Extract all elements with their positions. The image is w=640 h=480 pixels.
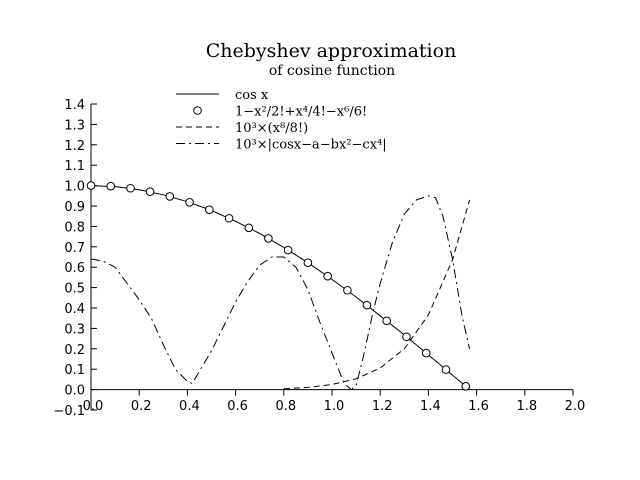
y-tick-label: 0.6 [64,261,85,276]
y-tick-label: 0.3 [64,322,85,337]
series-point [303,258,313,268]
y-tick-label: 0.4 [64,302,85,317]
legend-label: 10³×|cosx−a−bx²−cx⁴| [235,138,387,153]
legend-marker [193,106,202,115]
series-point [165,192,175,201]
series-point [264,234,273,243]
series-point [283,245,293,255]
series-point [461,382,471,391]
x-tick-label: 1.8 [516,399,537,414]
x-tick-label: 0.0 [83,399,104,414]
series-point [362,300,372,310]
y-tick-label: 0.5 [64,282,85,297]
y-tick-label: 1.0 [64,180,85,195]
series-point [145,187,155,197]
series-point [106,181,116,191]
legend: cos x 1−x²/2!+x⁴/4!−x⁶/6!10³×(x⁸/8!) 10³×|… [176,88,387,153]
y-tick-label: 1.4 [64,98,85,113]
series-line-1 [90,185,470,390]
y-tick-label: 0.1 [64,363,85,378]
legend-label: 10³×(x⁸/8!) [235,121,308,136]
y-tick-label: 0.0 [64,384,85,399]
series-point [224,213,234,223]
series-point [323,271,332,281]
series-line-4 [90,195,471,391]
y-tick-label: 1.2 [64,139,85,154]
chart-subtitle: of cosine function [269,63,395,79]
y-tick-label: 1.3 [64,118,85,133]
series-point [382,316,392,326]
series-point [244,223,254,233]
axes: −0.10.00.10.20.30.40.50.60.70.80.91.01.1… [53,98,585,419]
series-point [343,285,352,295]
x-tick-label: 0.4 [179,399,200,414]
legend-label: cos x [235,88,269,103]
legend-label: 1−x²/2!+x⁴/4!−x⁶/6! [235,105,367,120]
x-tick-label: 1.4 [420,399,441,414]
x-tick-label: 1.0 [324,399,345,414]
series-line-3 [283,199,471,390]
plot-area [86,181,471,391]
x-tick-label: 1.6 [468,399,489,414]
series-point [402,332,411,342]
x-tick-label: 1.2 [372,399,393,414]
series-point [441,365,451,374]
x-tick-label: 0.8 [275,399,296,414]
x-tick-label: 2.0 [565,399,586,414]
x-tick-label: 0.6 [227,399,248,414]
y-tick-label: 1.1 [64,159,85,174]
chart-title: Chebyshev approximation [206,40,457,62]
series-point [421,348,431,358]
series-point [205,205,214,214]
y-tick-label: 0.7 [64,241,85,256]
y-tick-label: 0.8 [64,220,85,235]
x-tick-label: 0.2 [131,399,152,414]
series-point [126,183,135,193]
y-tick-label: 0.2 [64,343,85,358]
y-tick-label: −0.1 [53,404,85,419]
series-point [185,198,194,207]
y-tick-label: 0.9 [64,200,85,215]
series-point [86,181,96,190]
